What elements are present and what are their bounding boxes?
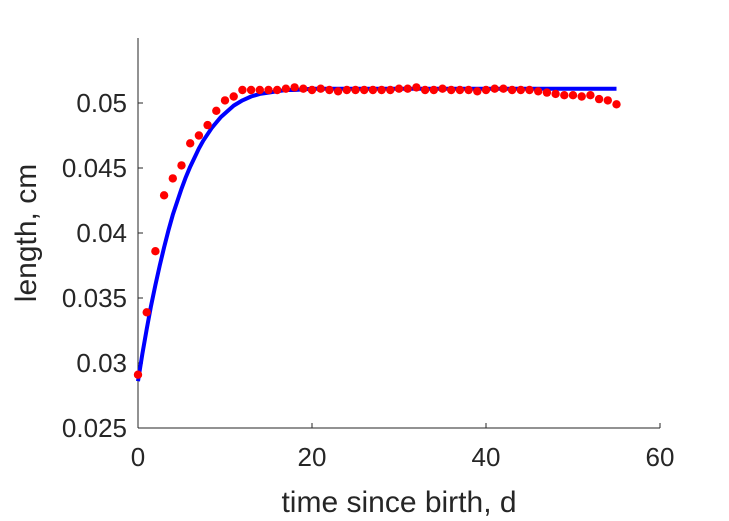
data-point bbox=[603, 96, 612, 105]
x-axis-label: time since birth, d bbox=[281, 486, 516, 519]
y-tick-label: 0.04 bbox=[76, 218, 127, 248]
data-point bbox=[264, 85, 273, 95]
y-tick-label: 0.03 bbox=[76, 348, 127, 378]
data-point bbox=[612, 100, 621, 109]
y-axis-label: length, cm bbox=[10, 164, 43, 302]
data-point bbox=[299, 84, 308, 93]
data-point bbox=[386, 85, 395, 95]
data-point bbox=[212, 106, 221, 116]
data-point bbox=[586, 91, 595, 100]
data-point bbox=[577, 92, 586, 101]
data-point bbox=[351, 85, 360, 95]
data-point bbox=[438, 84, 447, 93]
data-point bbox=[281, 84, 291, 93]
data-point bbox=[534, 87, 543, 96]
data-point bbox=[342, 85, 351, 95]
data-point bbox=[360, 85, 369, 95]
data-point bbox=[394, 84, 404, 93]
data-point bbox=[229, 92, 238, 101]
data-point bbox=[490, 84, 499, 93]
plot-area: 0 20 40 60 0.025 0.03 0.035 0.04 0.045 0.05 bbox=[62, 38, 675, 472]
data-point bbox=[481, 85, 491, 95]
y-tick-label: 0.025 bbox=[62, 413, 127, 443]
data-point bbox=[246, 85, 256, 95]
data-point bbox=[238, 85, 247, 95]
x-ticks: 0 20 40 60 bbox=[131, 423, 675, 472]
data-point bbox=[447, 85, 456, 95]
data-point bbox=[186, 139, 195, 148]
data-point bbox=[316, 84, 325, 93]
data-point bbox=[255, 85, 264, 95]
data-point bbox=[194, 131, 204, 140]
x-tick-label: 20 bbox=[298, 442, 327, 472]
data-point bbox=[142, 308, 151, 317]
data-point bbox=[220, 96, 230, 105]
data-point bbox=[560, 91, 569, 100]
x-tick-label: 60 bbox=[646, 442, 675, 472]
data-point bbox=[290, 83, 299, 92]
series-layer bbox=[133, 83, 621, 382]
data-point bbox=[412, 83, 421, 92]
x-tick-label: 0 bbox=[131, 442, 145, 472]
data-point bbox=[594, 94, 604, 104]
y-tick-label: 0.035 bbox=[62, 283, 127, 313]
data-point bbox=[499, 84, 508, 93]
data-point bbox=[307, 85, 317, 95]
data-point bbox=[473, 87, 482, 96]
data-point bbox=[516, 85, 525, 95]
data-point bbox=[273, 85, 282, 95]
data-point bbox=[368, 85, 378, 95]
data-point bbox=[403, 84, 412, 93]
data-point bbox=[507, 85, 517, 95]
data-point bbox=[551, 89, 560, 99]
data-point bbox=[133, 370, 143, 379]
data-point bbox=[325, 85, 334, 95]
data-point bbox=[177, 161, 186, 170]
data-point bbox=[168, 174, 177, 183]
data-point bbox=[159, 191, 169, 200]
y-tick-label: 0.045 bbox=[62, 153, 127, 183]
data-point bbox=[429, 85, 438, 95]
data-point bbox=[464, 85, 473, 95]
data-point bbox=[542, 88, 552, 97]
data-point bbox=[568, 91, 578, 100]
data-point bbox=[420, 85, 430, 95]
x-tick-label: 40 bbox=[472, 442, 501, 472]
data-point bbox=[377, 85, 386, 95]
data-point bbox=[525, 85, 534, 95]
data-point bbox=[333, 87, 343, 96]
data-point bbox=[151, 247, 160, 256]
fit-curve-line bbox=[136, 86, 617, 382]
y-ticks: 0.025 0.03 0.035 0.04 0.045 0.05 bbox=[62, 88, 143, 443]
data-point bbox=[455, 85, 465, 95]
y-tick-label: 0.05 bbox=[76, 88, 127, 118]
data-point bbox=[203, 120, 212, 130]
